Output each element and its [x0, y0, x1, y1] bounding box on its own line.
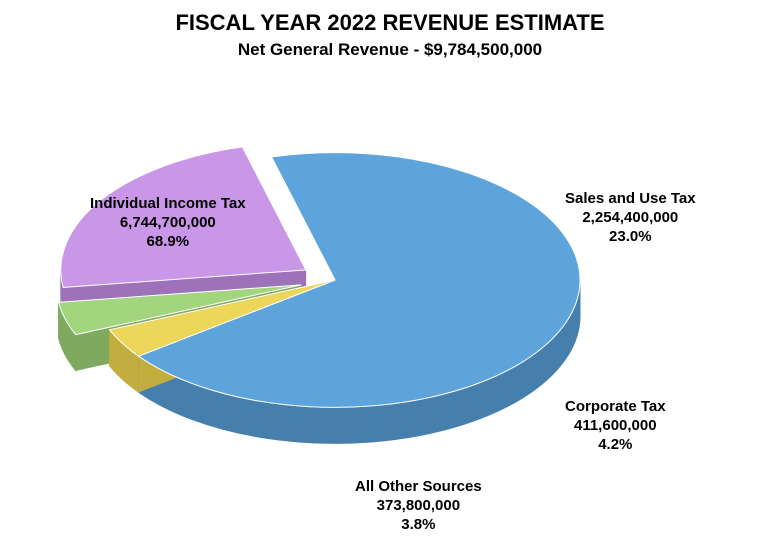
slice-label-value: 373,800,000: [355, 497, 482, 516]
chart-subtitle: Net General Revenue - $9,784,500,000: [0, 40, 780, 60]
slice-label-name: All Other Sources: [355, 478, 482, 497]
slice-label-name: Individual Income Tax: [90, 195, 246, 214]
pie-chart: [0, 0, 780, 550]
slice-label: Corporate Tax411,600,0004.2%: [565, 398, 666, 454]
slice-label-value: 411,600,000: [565, 417, 666, 436]
slice-label: All Other Sources373,800,0003.8%: [355, 478, 482, 534]
slice-label-value: 2,254,400,000: [565, 209, 696, 228]
slice-label-percent: 68.9%: [90, 233, 246, 252]
slice-label: Sales and Use Tax2,254,400,00023.0%: [565, 190, 696, 246]
slice-label-percent: 3.8%: [355, 516, 482, 535]
slice-label-percent: 23.0%: [565, 228, 696, 247]
slice-label-percent: 4.2%: [565, 436, 666, 455]
slice-label: Individual Income Tax6,744,700,00068.9%: [90, 195, 246, 251]
slice-label-name: Corporate Tax: [565, 398, 666, 417]
chart-title: FISCAL YEAR 2022 REVENUE ESTIMATE: [0, 10, 780, 36]
slice-label-value: 6,744,700,000: [90, 214, 246, 233]
slice-label-name: Sales and Use Tax: [565, 190, 696, 209]
